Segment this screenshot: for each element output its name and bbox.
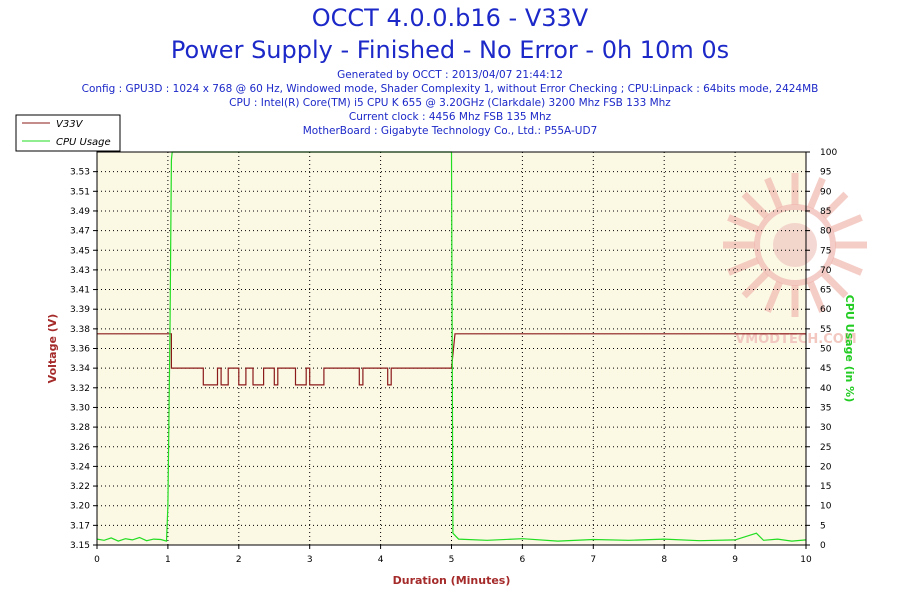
series-line-v33v: [97, 333, 806, 386]
info-current-clock: Current clock : 4456 Mhz FSB 135 Mhz: [348, 111, 552, 123]
x-tick-label: 2: [236, 555, 242, 565]
watermark-ray: [741, 270, 770, 299]
watermark-ray: [764, 280, 783, 313]
legend: V33V CPU Usage: [15, 114, 121, 152]
y-axis-title: Voltage (V): [46, 314, 59, 384]
x-tick-label: 5: [449, 555, 455, 565]
watermark-ray: [820, 191, 849, 220]
y2-tick-label: 45: [820, 364, 831, 374]
y-tick-label: 3.20: [70, 502, 90, 512]
y-tick-label: 3.49: [70, 207, 90, 217]
y2-tick-label: 10: [820, 502, 832, 512]
y-tick-label: 3.36: [70, 345, 90, 355]
y-tick-label: 3.30: [70, 403, 90, 413]
watermark-ray: [727, 257, 760, 276]
info-config: Config : GPU3D : 1024 x 768 @ 60 Hz, Win…: [81, 83, 819, 95]
legend-label-v33v: V33V: [56, 119, 84, 130]
y-tick-label: 3.22: [70, 482, 90, 492]
x-axis-title: Duration (Minutes): [393, 574, 511, 587]
y-tick-label: 3.17: [70, 521, 90, 531]
y2-tick-label: 50: [820, 345, 832, 355]
y2-tick-label: 30: [820, 423, 832, 433]
y2-tick-label: 55: [820, 325, 831, 335]
y2-tick-label: 5: [820, 521, 826, 531]
y2-tick-label: 40: [820, 384, 832, 394]
watermark-ray: [727, 214, 760, 233]
info-generated: Generated by OCCT : 2013/04/07 21:44:12: [337, 69, 563, 81]
x-tick-label: 8: [661, 555, 667, 565]
watermark-text: VMODTECH.COM: [735, 332, 856, 347]
grid: [97, 152, 806, 545]
x-tick-label: 9: [732, 555, 738, 565]
y-tick-label: 3.28: [70, 423, 90, 433]
watermark-logo: VMODTECH.COM: [723, 173, 867, 347]
watermark-ray: [830, 214, 863, 233]
y2-tick-label: 0: [820, 541, 826, 551]
y-tick-label: 3.39: [70, 305, 90, 315]
y2-tick-label: 95: [820, 168, 831, 178]
x-tick-label: 6: [520, 555, 526, 565]
y2-tick-label: 80: [820, 227, 832, 237]
watermark-center: [773, 223, 817, 267]
y2-tick-label: 70: [820, 266, 832, 276]
y-tick-label: 3.53: [70, 168, 90, 178]
y2-axis-title: CPU Usage (in %): [843, 295, 856, 402]
watermark-ray: [764, 177, 783, 210]
y2-tick-label: 35: [820, 403, 831, 413]
axis-ticks: 0 1 2 3 4 5 6 7 8 9 103.153.173.203.223.243.263.28…: [70, 148, 837, 565]
watermark-ray: [741, 191, 770, 220]
y2-tick-label: 25: [820, 443, 831, 453]
y-tick-label: 3.34: [70, 364, 90, 374]
y-tick-label: 3.32: [70, 384, 90, 394]
legend-label-cpu-usage: CPU Usage: [56, 137, 111, 148]
watermark-ray: [807, 177, 826, 210]
x-tick-label: 4: [378, 555, 384, 565]
y-tick-label: 3.47: [70, 227, 90, 237]
watermark-ring: [754, 204, 836, 286]
y-tick-label: 3.45: [70, 246, 90, 256]
chart-title: OCCT 4.0.0.b16 - V33V: [311, 4, 589, 32]
y-tick-label: 3.38: [70, 325, 90, 335]
y-tick-label: 3.24: [70, 462, 90, 472]
watermark-ray: [807, 280, 826, 313]
x-tick-label: 1: [165, 555, 171, 565]
y-tick-label: 3.15: [70, 541, 90, 551]
legend-box: [15, 114, 121, 152]
y-tick-label: 3.41: [70, 286, 90, 296]
y2-tick-label: 65: [820, 286, 831, 296]
y2-tick-label: 15: [820, 482, 831, 492]
y-tick-label: 3.43: [70, 266, 90, 276]
info-motherboard: MotherBoard : Gigabyte Technology Co., L…: [302, 125, 598, 137]
chart-subtitle: Power Supply - Finished - No Error - 0h …: [170, 36, 730, 64]
y2-tick-label: 20: [820, 462, 832, 472]
x-tick-label: 0: [94, 555, 100, 565]
y2-tick-label: 60: [820, 305, 832, 315]
x-tick-label: 7: [590, 555, 596, 565]
y-tick-label: 3.26: [70, 443, 90, 453]
y2-tick-label: 75: [820, 246, 831, 256]
y-tick-label: 3.51: [70, 187, 90, 197]
y2-tick-label: 90: [820, 187, 832, 197]
info-cpu: CPU : Intel(R) Core(TM) i5 CPU K 655 @ 3…: [229, 97, 671, 109]
y2-tick-label: 85: [820, 207, 831, 217]
y2-tick-label: 100: [820, 148, 837, 158]
x-tick-label: 3: [307, 555, 313, 565]
watermark-ray: [820, 270, 849, 299]
x-tick-label: 10: [800, 555, 812, 565]
watermark-ray: [830, 257, 863, 276]
